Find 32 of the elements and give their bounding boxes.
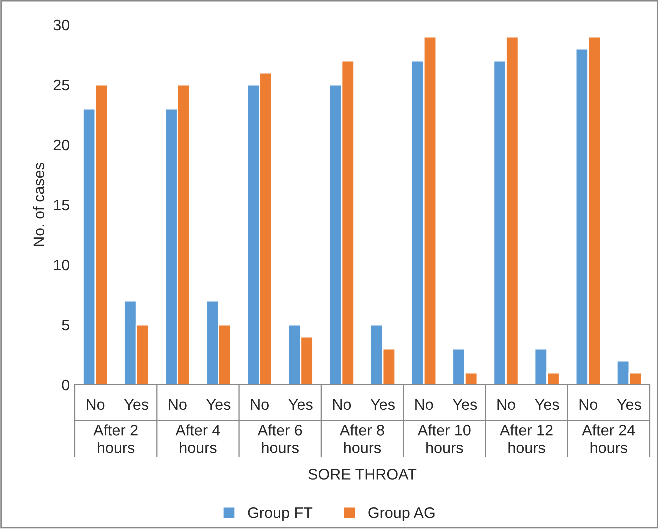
x-tick-label: Yes — [206, 399, 231, 410]
x-tick-label: Yes — [370, 399, 395, 410]
x-tick-label: Yes — [124, 399, 149, 410]
text: After 24 hours — [582, 424, 636, 454]
x-tick-label: No — [580, 399, 598, 410]
y-tick-label: 10 — [54, 260, 70, 271]
y-tick-label: 0 — [62, 380, 70, 391]
x-tick-label: Yes — [453, 399, 478, 410]
x-tick-label: No — [333, 399, 352, 410]
x-tick-label: No — [498, 399, 516, 410]
y-tick-label: 30 — [54, 20, 70, 31]
text: After 10 hours — [418, 424, 471, 454]
y-tick-label: 20 — [54, 140, 70, 151]
x-tick-label: No — [87, 399, 105, 410]
text: After 8 hours — [340, 424, 384, 454]
x-axis-title: SORE THROAT — [308, 469, 417, 480]
y-tick-label: 25 — [54, 80, 70, 91]
x-tick-label: Yes — [288, 399, 313, 410]
text: After 6 hours — [258, 424, 302, 454]
x-tick-label: Yes — [617, 399, 642, 410]
x-tick-label: Yes — [535, 399, 560, 410]
y-tick-label: 15 — [54, 200, 70, 211]
y-axis-title: No. of cases — [33, 163, 45, 246]
x-tick-label: No — [169, 399, 187, 410]
x-tick-label: No — [251, 399, 269, 410]
legend-label: Group AG — [368, 508, 435, 522]
y-tick-label: 5 — [62, 320, 70, 331]
text: After 4 hours — [176, 424, 220, 454]
legend-label: Group FT — [248, 508, 313, 522]
text: After 2 hours — [94, 424, 138, 454]
text: After 12 hours — [500, 424, 553, 454]
x-tick-label: No — [416, 399, 434, 410]
